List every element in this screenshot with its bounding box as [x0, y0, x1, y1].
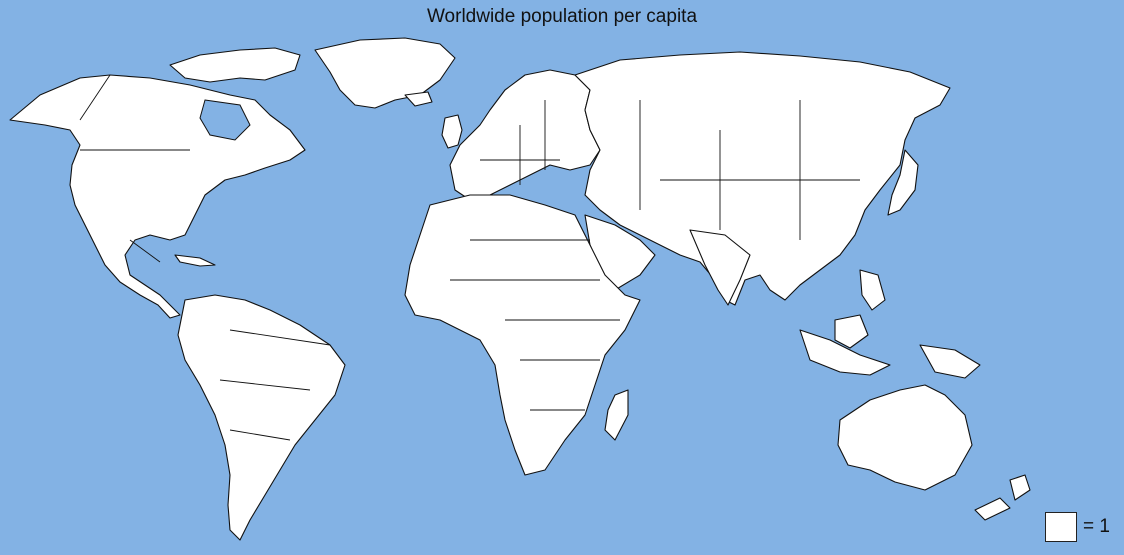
map-title: Worldwide population per capita [426, 6, 698, 27]
legend-label: = 1 [1083, 516, 1110, 537]
landmass-iceland [404, 91, 433, 107]
landmass-asia [574, 51, 951, 306]
landmass-new-zealand-south [974, 497, 1011, 521]
landmass-south-america [177, 294, 346, 541]
landmass-india [689, 229, 751, 306]
landmass-cuba [174, 254, 216, 267]
landmass-australia [837, 384, 973, 491]
landmass-new-guinea [919, 344, 981, 379]
landmass-borneo [834, 314, 869, 349]
landmass-indonesia [799, 329, 891, 376]
landmass-britain [441, 114, 463, 149]
country-borders [79, 74, 860, 441]
landmass-madagascar [604, 389, 629, 441]
landmass-new-zealand [1009, 474, 1031, 501]
map-legend: = 1 [1045, 512, 1110, 542]
landmass-japan [887, 149, 919, 216]
landmass-north-america [9, 74, 306, 319]
legend-swatch [1045, 512, 1078, 542]
landmass-philippines [859, 269, 886, 311]
landmass-africa [404, 194, 641, 476]
landmass-europe [449, 69, 601, 201]
landmass-arctic-islands [169, 47, 301, 83]
landmass-greenland [314, 37, 456, 109]
